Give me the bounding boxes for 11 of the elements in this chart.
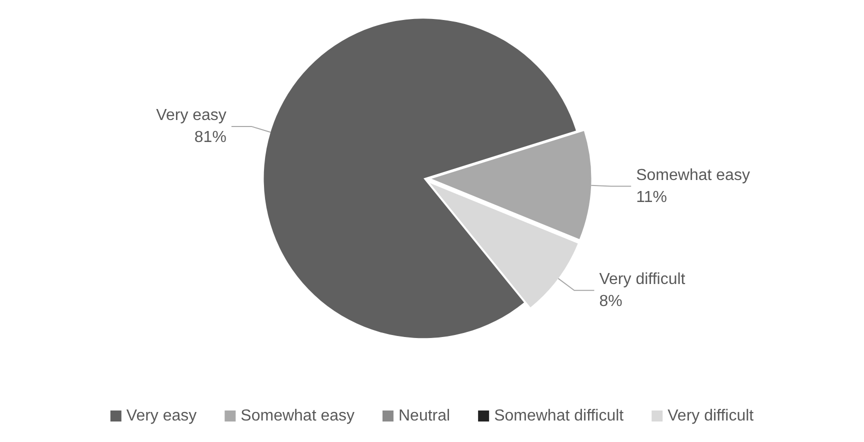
data-label: 8%	[599, 292, 622, 310]
legend-label: Very easy	[126, 408, 197, 424]
data-label: 11%	[636, 188, 667, 206]
legend-label: Neutral	[398, 408, 450, 424]
legend-label: Very difficult	[668, 408, 754, 424]
legend-label: Somewhat easy	[240, 408, 355, 424]
data-label: 81%	[194, 128, 226, 146]
legend-label: Somewhat difficult	[494, 408, 624, 424]
slice-label: Somewhat easy	[636, 166, 750, 184]
slice-label: Very difficult	[599, 270, 686, 288]
slice-label: Very easy	[156, 106, 226, 124]
